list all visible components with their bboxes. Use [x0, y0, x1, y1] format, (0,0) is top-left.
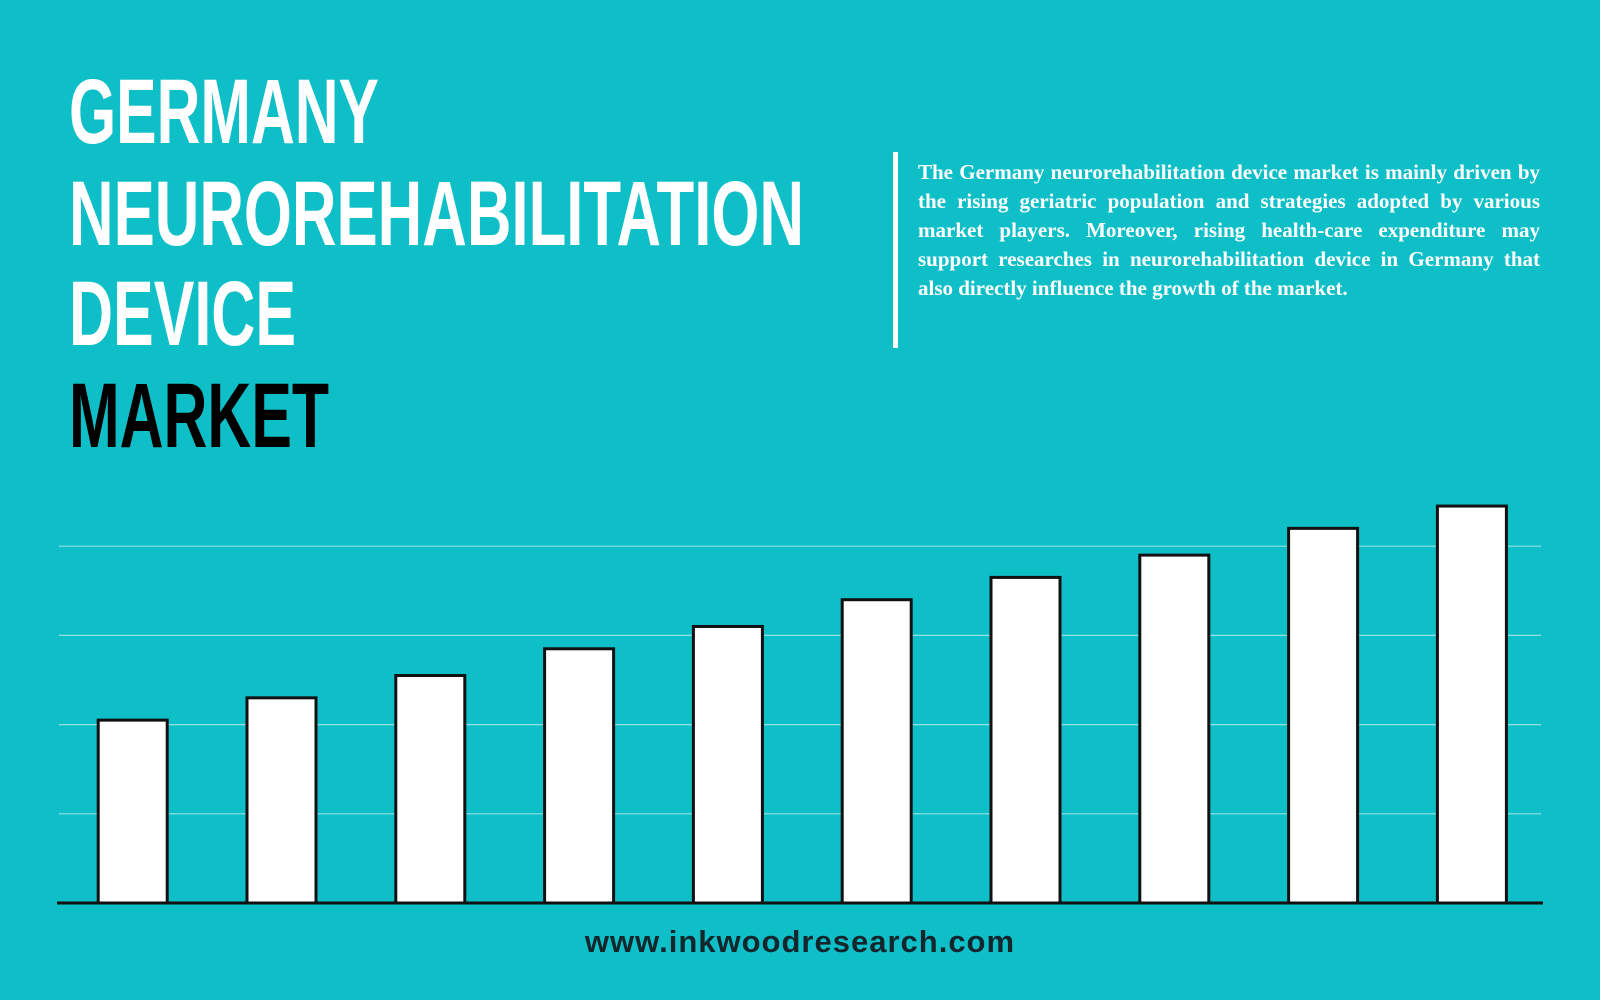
divider — [893, 152, 898, 348]
title-line: GERMANY — [69, 61, 379, 163]
bar — [840, 598, 913, 905]
title-line: MARKET — [69, 365, 329, 467]
bar — [245, 696, 318, 905]
title-line: NEUROREHABILITATION — [69, 163, 804, 265]
bar — [394, 674, 467, 905]
bar — [989, 575, 1062, 905]
bar — [1138, 553, 1211, 905]
source-url: www.inkwoodresearch.com — [584, 924, 1015, 959]
title-line: DEVICE — [69, 263, 296, 365]
bar — [96, 718, 169, 905]
bar — [1435, 504, 1508, 905]
bar — [1287, 526, 1360, 905]
bar — [691, 624, 764, 905]
description: The Germany neurorehabilitation device m… — [918, 160, 1540, 300]
bar — [543, 647, 616, 905]
